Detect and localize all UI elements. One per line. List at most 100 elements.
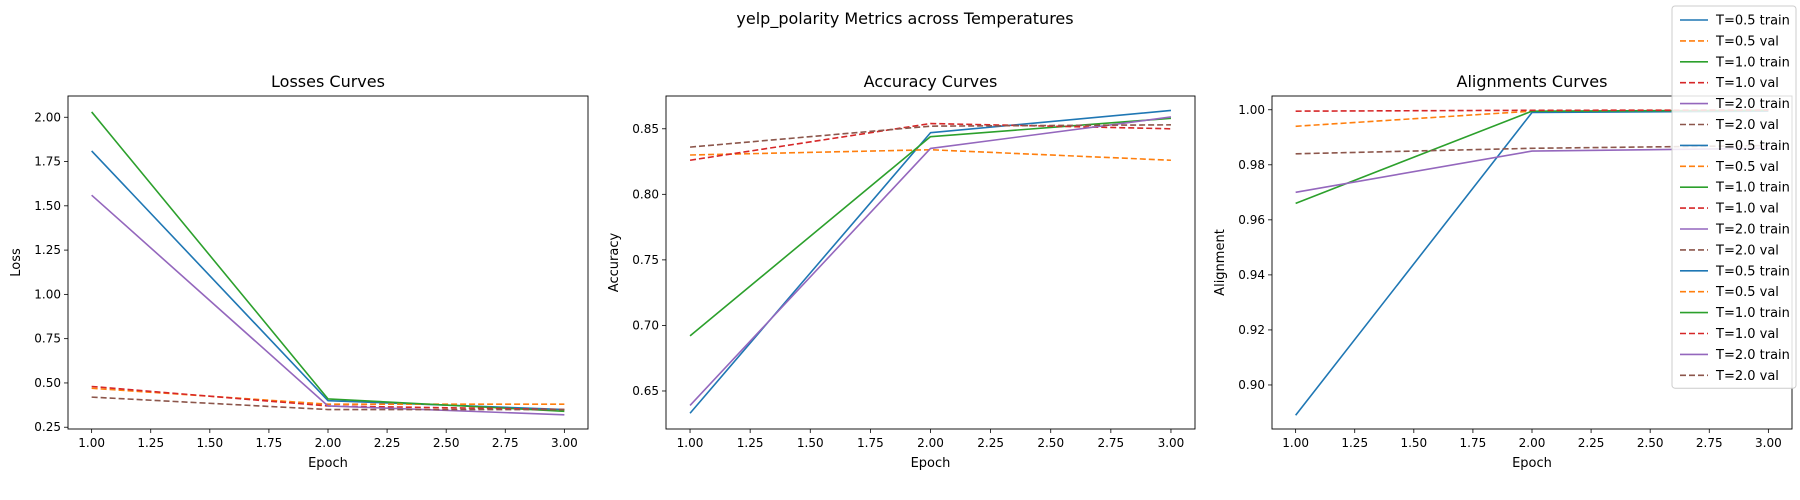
legend-label: T=1.0 val (1715, 202, 1779, 217)
series-line-t-0-5-val (690, 148, 1171, 162)
x-tick-label: 2.00 (917, 436, 944, 450)
figure-suptitle: yelp_polarity Metrics across Temperature… (736, 9, 1073, 29)
y-tick-label: 1.00 (34, 287, 61, 301)
x-tick-label: 1.25 (1341, 436, 1368, 450)
y-tick-label: 0.50 (34, 376, 61, 390)
panels: Losses Curves 1.00 1.25 1.50 1.75 2.00 2.25 2.5… (9, 72, 1793, 471)
series-line-t-1-0-train (91, 111, 565, 413)
x-tick-label: 3.00 (1158, 436, 1185, 450)
y-axis-label: Loss (9, 248, 24, 277)
series-line-t-2-0-val (91, 396, 565, 411)
legend-label: T=2.0 val (1715, 118, 1779, 133)
legend-item: T=2.0 train (1680, 223, 1790, 238)
legend-label: T=0.5 val (1715, 160, 1779, 175)
y-tick-label: 0.92 (1238, 323, 1265, 337)
legend-label: T=2.0 train (1715, 223, 1790, 238)
x-tick-label: 2.75 (1097, 436, 1124, 450)
x-tick-label: 1.75 (857, 436, 884, 450)
x-tick-label: 2.50 (433, 436, 460, 450)
y-tick-label: 0.98 (1238, 158, 1265, 172)
legend-label: T=1.0 train (1715, 306, 1790, 321)
x-tick-label: 1.00 (1282, 436, 1309, 450)
x-tick-label: 2.25 (374, 436, 401, 450)
chart-title: Losses Curves (271, 72, 385, 91)
series-line-t-1-0-train (689, 117, 1172, 337)
y-tick-label: 0.96 (1238, 213, 1265, 227)
legend: T=0.5 train T=0.5 val T=1.0 train T=1.0 val… (1671, 5, 1797, 389)
legend-item: T=2.0 val (1680, 243, 1779, 258)
y-tick-label: 0.90 (1238, 378, 1265, 392)
legend-label: T=1.0 val (1715, 327, 1779, 342)
x-tick-label: 2.50 (1637, 436, 1664, 450)
legend-label: T=0.5 val (1715, 34, 1779, 49)
legend-label: T=0.5 train (1715, 139, 1790, 154)
x-axis-label: Epoch (1512, 456, 1552, 471)
legend-item: T=2.0 val (1680, 118, 1779, 133)
y-tick-label: 0.65 (632, 384, 659, 398)
legend-item: T=1.0 val (1680, 327, 1779, 342)
legend-item: T=0.5 train (1680, 139, 1790, 154)
legend-label: T=0.5 val (1715, 285, 1779, 300)
series-line-t-1-0-val (1295, 109, 1769, 112)
y-tick-label: 0.70 (632, 318, 659, 332)
series-line-t-1-0-val (689, 122, 1171, 162)
legend-label: T=1.0 val (1715, 76, 1779, 91)
legend-item: T=2.0 train (1680, 97, 1790, 112)
legend-box (1671, 5, 1797, 389)
x-tick-label: 1.25 (137, 436, 164, 450)
y-tick-label: 1.00 (1238, 103, 1265, 117)
x-tick-label: 1.50 (196, 436, 223, 450)
x-tick-label: 2.75 (492, 436, 519, 450)
x-tick-label: 2.00 (1519, 436, 1546, 450)
series-line-t-0-5-train (689, 109, 1172, 414)
series-line-t-2-0-train (689, 116, 1172, 406)
legend-item: T=0.5 train (1680, 264, 1790, 279)
plot-frame (67, 95, 589, 430)
y-tick-label: 0.75 (34, 332, 61, 346)
x-tick-label: 2.25 (1578, 436, 1605, 450)
series-line-t-0-5-val (91, 387, 565, 406)
y-axis-label: Alignment (1213, 229, 1228, 296)
series-line-t-0-5-train (91, 150, 565, 411)
legend-item: T=2.0 val (1680, 369, 1779, 384)
series-group (91, 111, 565, 416)
y-tick-label: 0.80 (632, 187, 659, 201)
legend-label: T=1.0 train (1715, 181, 1790, 196)
legend-item: T=0.5 val (1680, 34, 1779, 49)
y-tick-label: 0.94 (1238, 268, 1265, 282)
legend-item: T=0.5 val (1680, 160, 1779, 175)
y-tick-label: 2.00 (34, 110, 61, 124)
chart-title: Alignments Curves (1457, 72, 1608, 91)
legend-item: T=1.0 train (1680, 55, 1790, 70)
x-tick-label: 1.50 (1400, 436, 1427, 450)
legend-item: T=1.0 val (1680, 202, 1779, 217)
legend-item: T=1.0 train (1680, 181, 1790, 196)
series-line-t-2-0-train (91, 194, 565, 416)
series-line-t-2-0-val (1295, 144, 1769, 155)
legend-item: T=0.5 val (1680, 285, 1779, 300)
legend-label: T=2.0 train (1715, 97, 1790, 112)
legend-label: T=2.0 val (1715, 243, 1779, 258)
legend-label: T=0.5 train (1715, 264, 1790, 279)
x-tick-label: 1.50 (797, 436, 824, 450)
x-tick-label: 3.00 (1755, 436, 1782, 450)
x-tick-label: 2.00 (315, 436, 342, 450)
legend-label: T=2.0 val (1715, 369, 1779, 384)
x-tick-label: 1.75 (1460, 436, 1487, 450)
y-tick-label: 1.50 (34, 199, 61, 213)
x-tick-label: 2.50 (1037, 436, 1064, 450)
x-tick-label: 1.75 (256, 436, 283, 450)
panel-1: Losses Curves 1.00 1.25 1.50 1.75 2.00 2.25 2.5… (9, 72, 589, 471)
legend-item: T=0.5 train (1680, 14, 1790, 29)
legend-item: T=2.0 train (1680, 348, 1790, 363)
x-tick-label: 1.25 (737, 436, 764, 450)
x-tick-label: 1.00 (677, 436, 704, 450)
y-axis-label: Accuracy (607, 233, 622, 293)
panel-2: Accuracy Curves 1.00 1.25 1.50 1.75 2.00 2.25 2… (607, 72, 1196, 471)
legend-label: T=2.0 train (1715, 348, 1790, 363)
y-tick-label: 1.75 (34, 155, 61, 169)
x-tick-label: 1.00 (78, 436, 105, 450)
legend-label: T=1.0 train (1715, 55, 1790, 70)
plot-frame (665, 95, 1196, 430)
